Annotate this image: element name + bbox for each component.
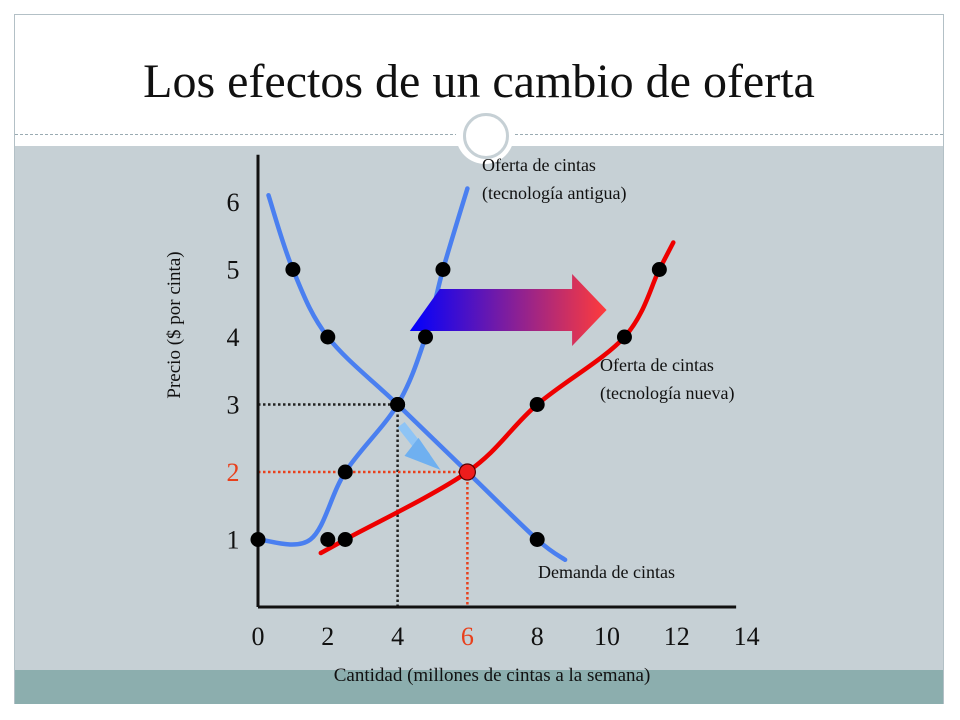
y-axis-label: Precio ($ por cinta) [164,251,185,398]
y-tick-label: 4 [227,323,240,352]
demand-curve [266,193,568,563]
decorative-ring-inner-icon [463,113,509,159]
guide-lines [258,403,469,607]
axes [256,154,737,609]
y-tick-label: 5 [227,256,240,285]
old-supply-label-line1: Oferta de cintas [482,155,596,175]
y-tick-label: 2 [227,458,240,487]
new-equilibrium-point [458,463,476,481]
y-tick-label: 1 [227,526,240,555]
old-supply-point [390,397,406,412]
content-band [15,146,943,670]
new-supply-point [651,262,667,277]
slide-title: Los efectos de un cambio de oferta [143,55,815,108]
y-tick-label: 6 [227,188,240,217]
old-supply-point [337,464,353,480]
new-supply-label-line1: Oferta de cintas [600,355,714,375]
x-tick-label: 14 [734,622,760,651]
new-supply-label-line2: (tecnología nueva) [600,383,734,404]
new-supply-point [529,397,545,412]
demand-point [285,262,301,277]
supply-shift-arrow-shape [409,274,607,346]
old-supply-point [435,262,451,277]
x-tick-label: 6 [461,622,474,651]
bottom-band [15,670,943,704]
demand-point [320,329,336,345]
supply-shift-arrow [409,274,607,346]
demand-label: Demanda de cintas [538,562,675,582]
old-supply-point [250,532,266,547]
new-supply-point [616,329,632,345]
x-tick-label: 4 [391,622,404,651]
old-supply-label-line2: (tecnología antigua) [482,183,626,204]
old-supply-point [418,329,434,345]
old-supply-point [320,532,336,547]
demand-point [529,532,545,547]
equilibrium-move-arrow-head [404,437,441,470]
x-tick-label: 8 [531,622,544,651]
new-supply-point [337,532,353,547]
x-tick-label: 2 [321,622,334,651]
x-tick-label: 12 [664,622,690,651]
x-tick-label: 0 [252,622,265,651]
y-tick-label: 3 [227,391,240,420]
equilibrium-move-arrow [397,421,441,470]
x-axis-label: Cantidad (millones de cintas a la semana… [334,665,651,686]
data-points [250,262,667,547]
x-tick-label: 10 [594,622,620,651]
